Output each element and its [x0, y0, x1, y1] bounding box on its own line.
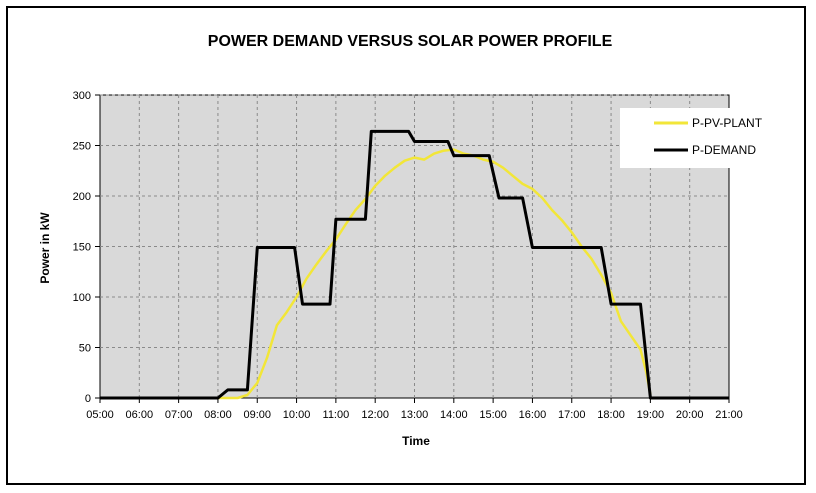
- y-tick-label: 100: [73, 292, 91, 304]
- legend-label: P-DEMAND: [692, 143, 756, 157]
- chart-frame: POWER DEMAND VERSUS SOLAR POWER PROFILE …: [6, 6, 806, 485]
- x-axis-label: Time: [402, 434, 430, 448]
- x-tick-label: 14:00: [440, 409, 468, 421]
- chart-svg: POWER DEMAND VERSUS SOLAR POWER PROFILE …: [38, 33, 780, 448]
- y-axis-ticks: 0 50 100 150 200 250 300: [73, 90, 100, 405]
- x-tick-label: 21:00: [715, 409, 743, 421]
- legend-label: P-PV-PLANT: [692, 116, 763, 130]
- legend-box: [620, 108, 780, 168]
- x-tick-label: 05:00: [86, 409, 114, 421]
- x-tick-label: 06:00: [126, 409, 154, 421]
- y-tick-label: 50: [79, 343, 91, 355]
- x-tick-label: 09:00: [243, 409, 271, 421]
- chart-title: POWER DEMAND VERSUS SOLAR POWER PROFILE: [208, 33, 613, 50]
- x-tick-label: 18:00: [597, 409, 625, 421]
- x-tick-label: 20:00: [676, 409, 704, 421]
- x-tick-label: 08:00: [204, 409, 232, 421]
- x-tick-label: 19:00: [637, 409, 665, 421]
- y-axis-label: Power in kW: [38, 212, 52, 284]
- x-tick-label: 12:00: [361, 409, 389, 421]
- y-tick-label: 0: [85, 393, 91, 405]
- x-tick-label: 15:00: [479, 409, 507, 421]
- series-lines: [100, 129, 729, 400]
- y-tick-label: 250: [73, 141, 91, 153]
- x-tick-label: 11:00: [323, 409, 350, 421]
- y-tick-label: 150: [73, 242, 91, 254]
- y-tick-label: 300: [73, 90, 91, 102]
- series-line-p-demand: [100, 129, 729, 400]
- y-tick-label: 200: [73, 191, 91, 203]
- legend: P-PV-PLANT P-DEMAND: [620, 108, 780, 168]
- x-tick-label: 13:00: [401, 409, 429, 421]
- x-tick-label: 17:00: [558, 409, 586, 421]
- x-tick-label: 16:00: [519, 409, 547, 421]
- x-tick-label: 07:00: [165, 409, 193, 421]
- x-tick-label: 10:00: [283, 409, 311, 421]
- x-axis-ticks: 05:00 06:00 07:00 08:00 09:00 10:00 11:00 12:00…: [86, 398, 743, 421]
